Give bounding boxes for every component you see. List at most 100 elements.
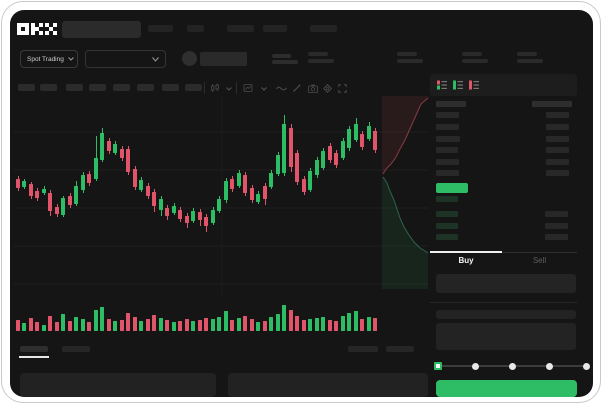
orderbook-view-asks-icon[interactable] — [468, 79, 480, 91]
chevron-down-icon[interactable] — [226, 87, 232, 91]
candle-body — [334, 153, 338, 165]
ask-price[interactable] — [436, 112, 459, 118]
timeframe-button-4[interactable] — [89, 84, 106, 91]
line-chart-icon[interactable] — [276, 85, 287, 92]
bid-price[interactable] — [436, 196, 458, 202]
volume-bar — [250, 319, 254, 331]
price-input-field[interactable] — [436, 274, 576, 293]
volume-bar — [276, 314, 280, 331]
candle-body — [107, 141, 111, 151]
fullscreen-icon[interactable] — [338, 84, 347, 93]
amount-input-field[interactable] — [436, 310, 576, 319]
chevron-down-icon — [68, 57, 74, 61]
timeframe-button-6[interactable] — [137, 84, 154, 91]
slider-dot-1[interactable] — [471, 362, 479, 370]
search-input[interactable] — [62, 21, 141, 38]
nav-item-5[interactable] — [310, 25, 337, 32]
slider-dot-4[interactable] — [582, 362, 590, 370]
bid-price[interactable] — [436, 234, 458, 240]
candle-body — [159, 199, 163, 210]
candle-body — [230, 179, 234, 189]
volume-bar — [256, 322, 260, 331]
ask-amount — [546, 170, 569, 176]
volume-bar — [159, 318, 163, 331]
volume-bar — [139, 321, 143, 331]
draw-pencil-icon[interactable] — [292, 84, 301, 93]
candle-body — [354, 124, 358, 140]
camera-icon[interactable] — [308, 84, 318, 93]
candle-body — [198, 212, 202, 220]
timeframe-button-8[interactable] — [185, 84, 202, 91]
bid-amount — [545, 211, 568, 217]
ask-price[interactable] — [436, 136, 460, 142]
candle-body — [217, 199, 221, 211]
nav-item-2[interactable] — [187, 25, 204, 32]
bottom-actions-1[interactable] — [348, 346, 378, 352]
timeframe-button-5[interactable] — [113, 84, 130, 91]
bid-price[interactable] — [436, 211, 458, 217]
slider-handle[interactable] — [434, 362, 442, 370]
candle-body — [328, 146, 332, 160]
volume-bar — [237, 318, 241, 331]
volume-bar — [367, 317, 371, 331]
candle-body — [367, 126, 371, 139]
bottom-tab-active[interactable] — [20, 346, 48, 352]
candle-body — [243, 175, 247, 193]
volume-bar — [48, 316, 52, 331]
stat-4-label — [517, 52, 537, 56]
nav-item-3[interactable] — [227, 25, 254, 32]
tab-buy[interactable]: Buy — [458, 256, 474, 265]
chevron-down-icon[interactable] — [261, 87, 267, 91]
bottom-tab-2[interactable] — [62, 346, 90, 352]
volume-bar — [172, 322, 176, 331]
candle-body — [120, 149, 124, 158]
candle-body — [100, 133, 104, 160]
ask-price[interactable] — [436, 124, 459, 130]
total-input-field[interactable] — [436, 323, 576, 350]
slider-dot-2[interactable] — [508, 362, 516, 370]
volume-bar — [87, 322, 91, 331]
timeframe-button-2[interactable] — [40, 84, 57, 91]
ask-price[interactable] — [436, 170, 459, 176]
ask-amount — [546, 136, 569, 142]
ask-price[interactable] — [436, 147, 458, 153]
volume-bar — [22, 323, 26, 331]
volume-bar — [74, 317, 78, 331]
candle-body — [302, 179, 306, 192]
volume-bar — [94, 310, 98, 331]
candle-style-icon[interactable] — [210, 83, 220, 93]
pair-selector-dropdown[interactable] — [85, 50, 166, 68]
orderbook-header-price — [436, 101, 466, 107]
candle-body — [81, 175, 85, 190]
buy-tab-indicator — [430, 251, 502, 253]
orderbook-last-price[interactable] — [436, 183, 468, 193]
market-type-label: Spot Trading — [27, 55, 64, 63]
volume-bar — [126, 313, 130, 331]
candle-body — [321, 151, 325, 168]
nav-item-4[interactable] — [263, 25, 287, 32]
ask-price[interactable] — [436, 159, 459, 165]
nav-item-1[interactable] — [148, 25, 173, 32]
orderbook-view-bids-icon[interactable] — [452, 79, 464, 91]
market-type-dropdown[interactable]: Spot Trading — [20, 50, 78, 68]
bottom-actions-2[interactable] — [386, 346, 414, 352]
bottom-panel-left — [20, 373, 216, 397]
bid-price[interactable] — [436, 223, 458, 229]
orderbook-view-both-icon[interactable] — [436, 79, 448, 91]
volume-bar — [100, 307, 104, 331]
candle-body — [94, 158, 98, 179]
volume-bar — [243, 316, 247, 331]
candle-body — [211, 210, 215, 223]
timeframe-button-1[interactable] — [18, 84, 35, 91]
volume-bar — [113, 321, 117, 331]
buy-button[interactable] — [436, 380, 577, 397]
candle-body — [347, 129, 351, 148]
volume-bar — [334, 321, 338, 331]
price-change-line2 — [272, 60, 298, 64]
slider-dot-3[interactable] — [545, 362, 553, 370]
timeframe-button-3[interactable] — [66, 84, 83, 91]
settings-icon[interactable] — [323, 84, 332, 93]
timeframe-button-7[interactable] — [162, 84, 179, 91]
indicators-icon[interactable] — [243, 83, 253, 93]
tab-sell[interactable]: Sell — [532, 256, 547, 265]
